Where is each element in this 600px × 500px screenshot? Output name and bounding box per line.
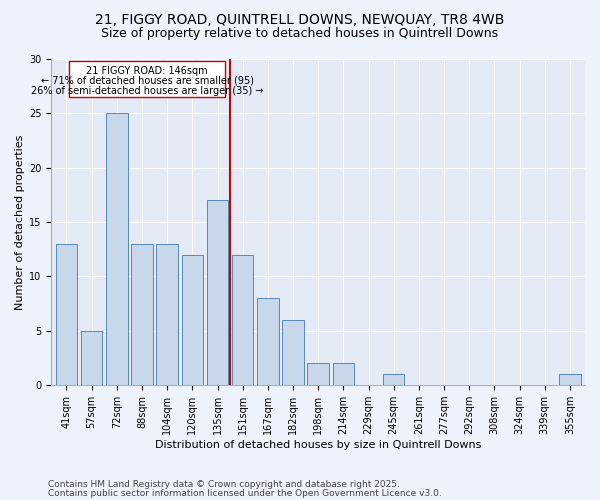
- Text: 26% of semi-detached houses are larger (35) →: 26% of semi-detached houses are larger (…: [31, 86, 263, 96]
- Bar: [283, 320, 304, 385]
- X-axis label: Distribution of detached houses by size in Quintrell Downs: Distribution of detached houses by size …: [155, 440, 481, 450]
- FancyBboxPatch shape: [69, 61, 225, 97]
- Bar: [257, 298, 278, 385]
- Bar: [232, 254, 253, 385]
- Text: 21, FIGGY ROAD, QUINTRELL DOWNS, NEWQUAY, TR8 4WB: 21, FIGGY ROAD, QUINTRELL DOWNS, NEWQUAY…: [95, 12, 505, 26]
- Text: Contains HM Land Registry data © Crown copyright and database right 2025.: Contains HM Land Registry data © Crown c…: [48, 480, 400, 489]
- Text: 21 FIGGY ROAD: 146sqm: 21 FIGGY ROAD: 146sqm: [86, 66, 208, 76]
- Bar: [332, 364, 354, 385]
- Bar: [131, 244, 152, 385]
- Bar: [106, 114, 128, 385]
- Bar: [157, 244, 178, 385]
- Text: ← 71% of detached houses are smaller (95): ← 71% of detached houses are smaller (95…: [41, 76, 254, 86]
- Bar: [559, 374, 581, 385]
- Bar: [207, 200, 228, 385]
- Text: Contains public sector information licensed under the Open Government Licence v3: Contains public sector information licen…: [48, 488, 442, 498]
- Bar: [307, 364, 329, 385]
- Bar: [81, 331, 103, 385]
- Text: Size of property relative to detached houses in Quintrell Downs: Size of property relative to detached ho…: [101, 28, 499, 40]
- Bar: [383, 374, 404, 385]
- Bar: [56, 244, 77, 385]
- Bar: [182, 254, 203, 385]
- Y-axis label: Number of detached properties: Number of detached properties: [15, 134, 25, 310]
